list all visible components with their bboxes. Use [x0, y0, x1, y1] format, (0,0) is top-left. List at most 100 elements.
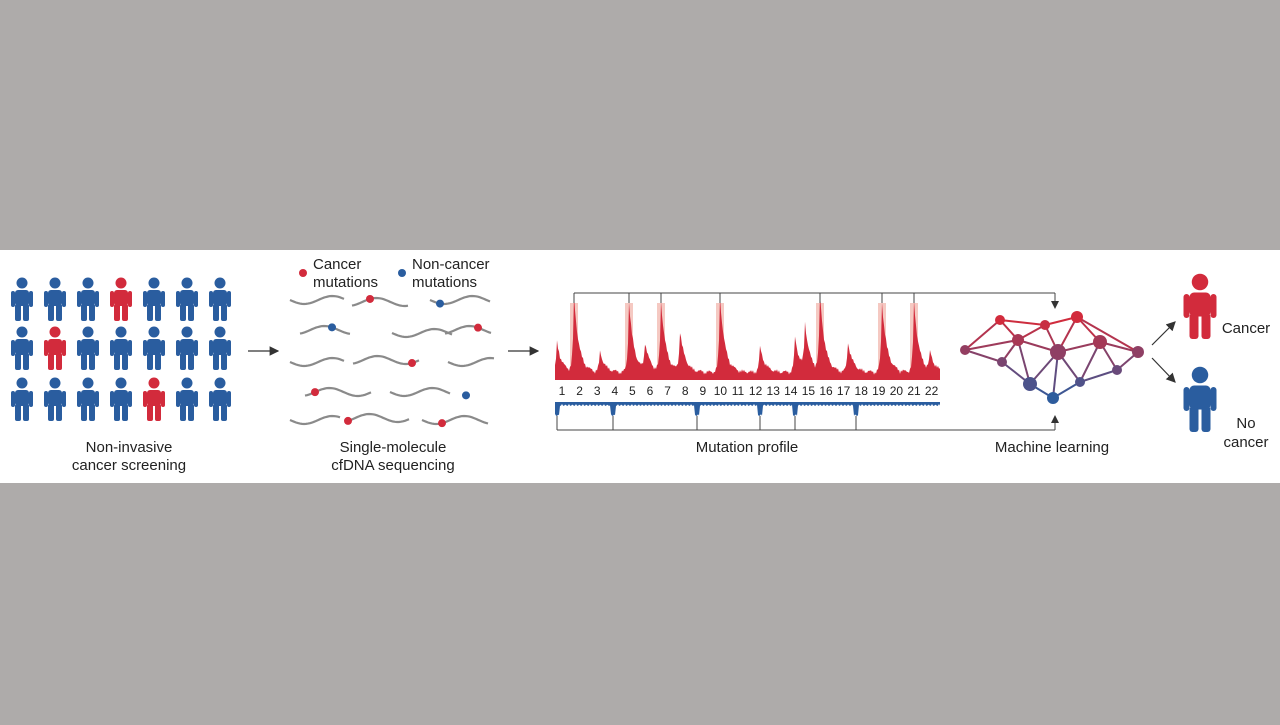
- chromosome-label: 20: [890, 384, 904, 398]
- mutation-dot: [462, 391, 470, 400]
- arm: [95, 391, 99, 407]
- arrow: [1151, 357, 1176, 383]
- network-edge: [964, 319, 1001, 351]
- person-icon: [176, 277, 198, 321]
- red-profile: [555, 293, 940, 380]
- leg: [89, 304, 95, 321]
- arm: [176, 340, 180, 356]
- person-icon: [143, 326, 165, 370]
- arm: [194, 391, 198, 407]
- arm: [227, 391, 231, 407]
- chromosome-label: 21: [907, 384, 921, 398]
- torso: [48, 290, 62, 306]
- network-node: [1040, 320, 1050, 330]
- head: [214, 377, 226, 389]
- arm: [176, 291, 180, 307]
- head: [181, 326, 193, 338]
- head: [214, 326, 226, 338]
- dna-fragment: [447, 356, 495, 368]
- network-edge: [1079, 341, 1101, 383]
- legend-text: mutations: [412, 274, 477, 291]
- person-icon: [209, 277, 231, 321]
- leg: [213, 404, 219, 421]
- legend-text: Non-cancer: [412, 256, 490, 273]
- network-edge: [964, 339, 1019, 351]
- arm: [110, 291, 114, 307]
- arrow: [1151, 321, 1176, 346]
- person-icon: [209, 377, 231, 421]
- torso: [48, 390, 62, 406]
- mutation-dot: [436, 299, 444, 308]
- network-node: [960, 345, 970, 355]
- network-node: [1112, 365, 1122, 375]
- mutation-dot: [328, 323, 336, 332]
- torso: [213, 339, 227, 355]
- head: [49, 277, 61, 289]
- chromosome-label: 14: [784, 384, 798, 398]
- blue-profile: [555, 402, 940, 416]
- leg: [180, 304, 186, 321]
- dna-fragment: [389, 386, 451, 398]
- arm: [44, 291, 48, 307]
- person-icon: [143, 277, 165, 321]
- arm: [143, 291, 147, 307]
- leg: [155, 404, 161, 421]
- arm: [62, 391, 66, 407]
- outcome-label: No: [1236, 415, 1255, 432]
- arm: [62, 291, 66, 307]
- arm: [209, 391, 213, 407]
- torso: [1189, 385, 1211, 410]
- person-icon: [44, 277, 66, 321]
- arm: [77, 391, 81, 407]
- leg: [213, 304, 219, 321]
- leg: [180, 404, 186, 421]
- leg: [23, 404, 29, 421]
- dna-fragment: [344, 412, 410, 424]
- leg: [213, 353, 219, 370]
- network-node: [1093, 335, 1107, 349]
- torso: [81, 390, 95, 406]
- outcome-label: Cancer: [1222, 320, 1270, 337]
- arm: [128, 291, 132, 307]
- step-label: Mutation profile: [696, 439, 799, 456]
- leg: [147, 353, 153, 370]
- person-icon: [110, 277, 132, 321]
- mutation-dot: [344, 416, 352, 425]
- leg: [1189, 313, 1199, 339]
- chromosome-label: 1: [559, 384, 566, 398]
- head: [1191, 273, 1209, 291]
- chromosome-label: 4: [611, 384, 618, 398]
- head: [82, 326, 94, 338]
- leg: [147, 304, 153, 321]
- arm: [95, 291, 99, 307]
- network-edge: [964, 349, 1003, 363]
- leg: [48, 304, 54, 321]
- dna-fragment: [289, 414, 341, 426]
- torso: [147, 339, 161, 355]
- dna-fragment: [289, 356, 345, 368]
- dna-fragment: [421, 414, 489, 426]
- person-icon: [110, 326, 132, 370]
- mutation-dot: [438, 419, 446, 428]
- leg: [114, 404, 120, 421]
- network-edge: [1079, 369, 1118, 383]
- dna-fragment: [444, 324, 492, 335]
- chromosome-label: 9: [699, 384, 706, 398]
- arm: [44, 391, 48, 407]
- leg: [155, 353, 161, 370]
- arm: [161, 340, 165, 356]
- person-icon: [77, 377, 99, 421]
- network-node: [1071, 311, 1083, 323]
- torso: [114, 339, 128, 355]
- leg: [81, 304, 87, 321]
- torso: [1189, 292, 1211, 317]
- torso: [81, 339, 95, 355]
- leg: [122, 353, 128, 370]
- arm: [11, 291, 15, 307]
- network-edge: [1076, 316, 1139, 353]
- arm: [1210, 387, 1217, 411]
- person-icon: [44, 377, 66, 421]
- person-icon: [1183, 366, 1217, 432]
- arm: [29, 291, 33, 307]
